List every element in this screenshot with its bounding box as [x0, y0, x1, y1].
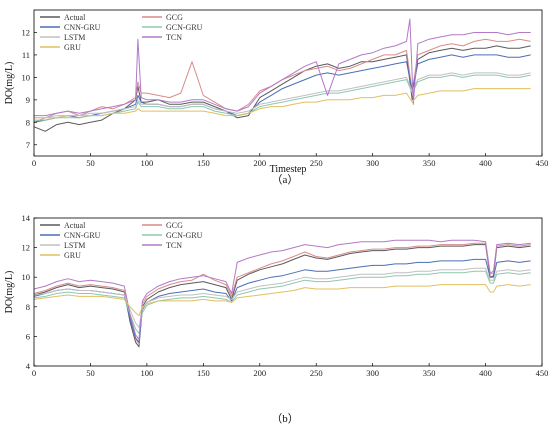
series-line-gru: [34, 88, 531, 119]
legend-label: GRU: [64, 43, 81, 52]
x-tick-label: 150: [197, 368, 210, 378]
y-tick-label: 10: [22, 272, 31, 282]
x-tick-label: 100: [141, 158, 154, 168]
series-line-gcg: [33, 38, 531, 123]
legend-label: GCN-GRU: [166, 23, 203, 32]
legend-a: Actual GCG CNN-GRU GCN-GRU LSTM TCN GRU: [40, 13, 203, 52]
legend-label: CNN-GRU: [64, 23, 101, 32]
x-tick-label: 350: [423, 158, 436, 168]
series-line-gcn-gru: [33, 270, 531, 334]
legend-label: GCG: [166, 13, 183, 22]
x-tick-label: 250: [310, 158, 323, 168]
legend-label: Actual: [64, 221, 86, 230]
plot-area-a: [33, 9, 543, 157]
legend-label: GCN-GRU: [166, 231, 203, 240]
x-tick-label: 250: [310, 368, 323, 378]
x-tick-label: 0: [32, 158, 36, 168]
x-tick-label: 150: [197, 158, 210, 168]
legend-item: TCN: [142, 241, 182, 250]
x-tick-label: 400: [479, 158, 492, 168]
legend-label: TCN: [166, 33, 182, 42]
x-tick-label: 200: [253, 158, 266, 168]
series-line-gcn-gru: [34, 74, 531, 121]
x-tick-label: 50: [86, 158, 95, 168]
legend-item: GCG: [142, 13, 183, 22]
x-tick-label: 350: [423, 368, 436, 378]
series-layer-a: [33, 18, 531, 132]
y-tick-label: 12: [22, 27, 31, 37]
legend-label: TCN: [166, 241, 182, 250]
legend-label: GRU: [64, 251, 81, 260]
legend-label: LSTM: [64, 33, 85, 42]
y-tick-label: 14: [22, 213, 31, 223]
plot-area-b: [33, 217, 543, 367]
x-tick-label: 100: [141, 368, 154, 378]
x-tick-label: 300: [366, 158, 379, 168]
y-tick-label: 9: [26, 95, 30, 105]
y-axis-label-b: DO(mg/L): [4, 271, 15, 314]
series-line-tcn: [33, 239, 531, 340]
ticks-b: 0 50 100 150 200 250 300 350 400 450 4 6 8 10 12 14: [22, 213, 549, 378]
legend-label: GCG: [166, 221, 183, 230]
y-tick-label: 8: [26, 302, 30, 312]
y-tick-label: 4: [26, 361, 31, 371]
series-line-gcg: [33, 242, 531, 345]
x-tick-label: 450: [536, 158, 549, 168]
legend-label: LSTM: [64, 241, 85, 250]
x-tick-label: 50: [86, 368, 95, 378]
legend-item: GCN-GRU: [142, 23, 203, 32]
y-tick-label: 10: [22, 72, 31, 82]
y-tick-label: 7: [26, 140, 30, 150]
chart-panel-a: 0 50 100 150 200 250 300 350 400 450 7 8 9 10 11 12 DO(…: [4, 9, 549, 186]
legend-item: GRU: [40, 43, 81, 52]
legend-item: GRU: [40, 251, 81, 260]
series-line-gru: [33, 284, 531, 317]
legend-item: LSTM: [40, 33, 85, 42]
x-tick-label: 200: [253, 368, 266, 378]
x-axis-label-a: Timestep: [270, 164, 307, 175]
legend-item: Actual: [40, 221, 86, 230]
legend-item: LSTM: [40, 241, 85, 250]
series-line-cnn-gru: [33, 258, 531, 343]
series-line-lstm: [33, 267, 531, 328]
legend-item: GCG: [142, 221, 183, 230]
chart-panel-b: 0 50 100 150 200 250 300 350 400 450 4 6 8 10 12 14 DO(…: [4, 213, 548, 425]
x-tick-label: 400: [479, 368, 492, 378]
legend-item: CNN-GRU: [40, 231, 101, 240]
x-tick-label: 300: [366, 368, 379, 378]
y-axis-label-a: DO(mg/L): [4, 62, 15, 105]
legend-label: CNN-GRU: [64, 231, 101, 240]
x-tick-label: 0: [32, 368, 36, 378]
legend-b: Actual GCG CNN-GRU GCN-GRU LSTM TCN GRU: [40, 221, 203, 260]
y-tick-label: 8: [26, 117, 30, 127]
legend-item: GCN-GRU: [142, 231, 203, 240]
series-line-lstm: [34, 72, 531, 119]
y-tick-label: 6: [26, 331, 30, 341]
legend-item: CNN-GRU: [40, 23, 101, 32]
legend-label: Actual: [64, 13, 86, 22]
y-tick-label: 12: [22, 243, 31, 253]
series-layer-b: [33, 239, 531, 348]
ticks-a: 0 50 100 150 200 250 300 350 400 450 7 8 9 10 11 12: [22, 27, 549, 168]
legend-item: TCN: [142, 33, 182, 42]
caption-a: （a）: [272, 173, 299, 186]
caption-b: （b）: [271, 412, 299, 425]
y-tick-label: 11: [22, 50, 30, 60]
x-tick-label: 450: [536, 368, 549, 378]
legend-item: Actual: [40, 13, 86, 22]
series-line-tcn: [34, 18, 531, 117]
